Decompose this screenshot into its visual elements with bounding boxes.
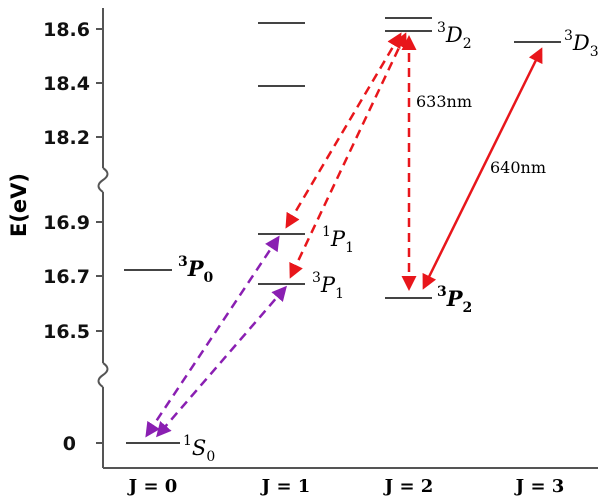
tick-label: 16.5 xyxy=(43,321,90,343)
tick-labels: 18.6 18.4 18.2 16.9 16.7 16.5 0 xyxy=(43,19,90,455)
transition-3d2-1p1 xyxy=(285,32,402,229)
transition-3p1-1s0 xyxy=(156,285,287,438)
state-label-3d3: 3D3 xyxy=(564,28,599,60)
state-sup: 3 xyxy=(437,20,446,36)
tick-label: 16.7 xyxy=(43,266,90,288)
purple-transitions xyxy=(145,235,287,438)
state-sub: 2 xyxy=(463,36,472,52)
j-label: J = 3 xyxy=(514,476,565,497)
state-letter: P xyxy=(330,227,346,251)
tick-label: 18.2 xyxy=(43,127,90,149)
state-sub: 2 xyxy=(463,300,473,316)
state-sup: 3 xyxy=(178,254,188,270)
j-label: J = 0 xyxy=(127,476,178,497)
state-sup: 1 xyxy=(322,224,331,240)
state-sub: 0 xyxy=(206,449,215,465)
tick-label: 18.6 xyxy=(43,19,90,41)
state-sup: 1 xyxy=(183,433,192,449)
state-sup: 3 xyxy=(312,270,321,286)
y-axis-break-lower xyxy=(97,362,109,388)
state-label-1p1: 1P1 xyxy=(322,224,354,256)
state-label-1s0: 1S0 xyxy=(183,433,215,465)
transition-1p1-1s0 xyxy=(145,235,280,438)
j-label: J = 2 xyxy=(383,476,434,497)
state-sub: 1 xyxy=(345,240,354,256)
y-axis-title: E(eV) xyxy=(7,173,31,237)
state-label-3p1: 3P1 xyxy=(312,270,344,302)
wavelength-label-640: 640nm xyxy=(490,158,546,177)
state-sub: 3 xyxy=(590,44,599,60)
state-letter: P xyxy=(446,286,464,311)
y-axis-break-upper xyxy=(97,167,109,193)
tick-label: 0 xyxy=(63,433,76,455)
transition-640nm xyxy=(422,47,543,290)
wavelength-label-633: 633nm xyxy=(416,92,472,111)
j-labels: J = 0 J = 1 J = 2 J = 3 xyxy=(127,476,565,497)
state-label-3d2: 3D2 xyxy=(437,20,472,52)
tick-label: 18.4 xyxy=(43,73,90,95)
axes xyxy=(96,8,598,469)
state-letter: P xyxy=(320,273,336,297)
state-letter: S xyxy=(192,436,206,460)
state-sup: 3 xyxy=(437,284,447,300)
tick-label: 16.9 xyxy=(43,212,90,234)
state-sup: 3 xyxy=(564,28,573,44)
state-sub: 0 xyxy=(204,270,214,286)
red-transitions xyxy=(285,32,543,291)
state-letter: D xyxy=(572,31,590,55)
state-letter: P xyxy=(187,256,205,281)
state-sub: 1 xyxy=(335,286,344,302)
state-label-3p2: 3P2 xyxy=(437,284,472,316)
state-label-3p0: 3P0 xyxy=(178,254,214,286)
j-label: J = 1 xyxy=(260,476,311,497)
state-letter: D xyxy=(445,23,463,47)
